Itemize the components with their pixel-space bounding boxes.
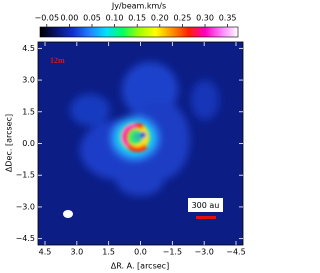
annotation: 12m: [50, 56, 65, 65]
x-tick-label: 4.5: [39, 248, 52, 257]
y-tick-label: 0.0: [22, 139, 35, 148]
x-tick-label: 1.5: [102, 248, 115, 257]
x-tick-label: −4.5: [226, 248, 245, 257]
annotation: 300 au: [192, 201, 220, 210]
x-tick-label: 0.0: [134, 248, 147, 257]
y-tick-label: −3.0: [16, 202, 35, 211]
x-tick-label: −3.0: [194, 248, 213, 257]
figure: Jy/beam.km/s 12m 300 au ΔR. A. [arcsec] …: [5, 2, 246, 271]
y-tick-label: −1.5: [16, 171, 35, 180]
colorbar-tick-label: 0.10: [106, 14, 124, 23]
colorbar-tick-label: 0.15: [128, 14, 146, 23]
beam: [63, 210, 73, 218]
y-tick-label: 1.5: [22, 107, 35, 116]
colorbar-tick-label: 0.00: [60, 14, 78, 23]
y-tick-label: 4.5: [22, 44, 35, 53]
colorbar: [39, 26, 239, 38]
colorbar-tick-label: 0.30: [196, 14, 214, 23]
colorbar-tick-label: 0.25: [173, 14, 191, 23]
x-axis-label: ΔR. A. [arcsec]: [111, 262, 169, 271]
colorbar-tick-label: 0.20: [151, 14, 169, 23]
scale-bar: [196, 216, 216, 219]
scale-box: [188, 198, 223, 212]
y-tick-label: 3.0: [22, 76, 35, 85]
x-tick-label: 3.0: [70, 248, 83, 257]
x-tick-label: −1.5: [163, 248, 182, 257]
colorbar-label: Jy/beam.km/s: [111, 2, 166, 11]
colorbar-tick-label: 0.05: [83, 14, 101, 23]
y-tick-label: −4.5: [16, 234, 35, 243]
y-axis-label: ΔDec. [arcsec]: [5, 114, 14, 172]
colorbar-tick-label: 0.35: [219, 14, 237, 23]
image: [38, 42, 243, 245]
colorbar-tick-label: −0.05: [35, 14, 60, 23]
